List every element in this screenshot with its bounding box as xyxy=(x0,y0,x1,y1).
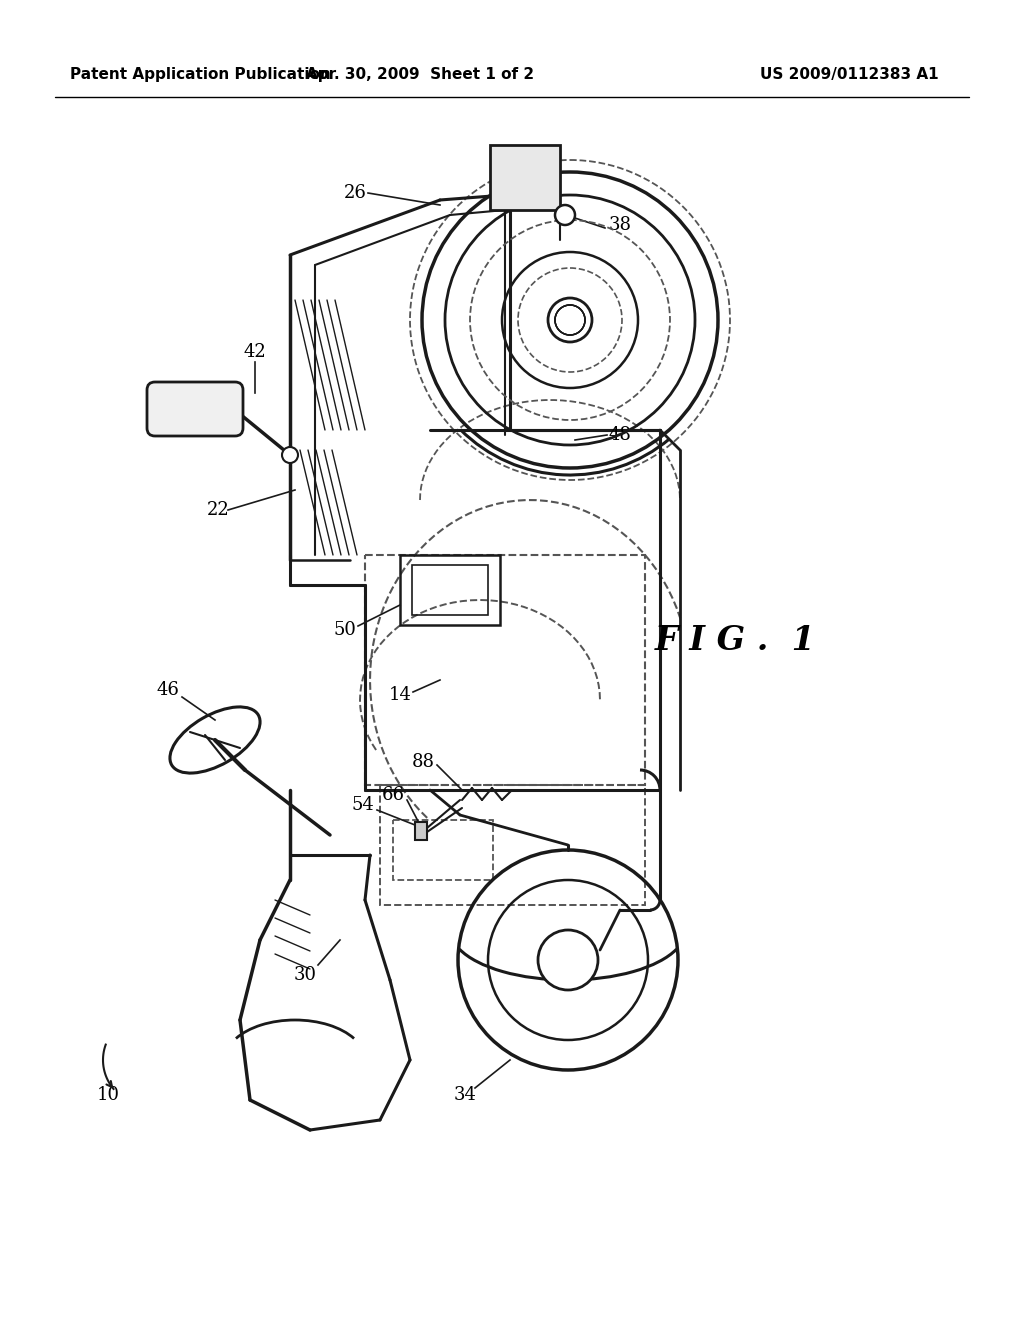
Text: 66: 66 xyxy=(382,785,404,804)
Text: 88: 88 xyxy=(412,752,434,771)
Text: F I G .  1: F I G . 1 xyxy=(654,623,815,656)
Text: 22: 22 xyxy=(207,502,229,519)
Circle shape xyxy=(282,447,298,463)
Text: Patent Application Publication: Patent Application Publication xyxy=(70,67,331,82)
FancyBboxPatch shape xyxy=(147,381,243,436)
Text: 48: 48 xyxy=(608,426,632,444)
Text: 26: 26 xyxy=(344,183,367,202)
Bar xyxy=(412,565,488,615)
Bar xyxy=(393,820,493,880)
Text: 14: 14 xyxy=(388,686,412,704)
Bar xyxy=(415,822,427,840)
Text: US 2009/0112383 A1: US 2009/0112383 A1 xyxy=(760,67,939,82)
Text: 54: 54 xyxy=(351,796,375,814)
Bar xyxy=(365,554,645,785)
Circle shape xyxy=(548,298,592,342)
Text: 30: 30 xyxy=(294,966,316,983)
Text: 42: 42 xyxy=(244,343,266,360)
Text: 46: 46 xyxy=(157,681,179,700)
Text: Apr. 30, 2009  Sheet 1 of 2: Apr. 30, 2009 Sheet 1 of 2 xyxy=(306,67,535,82)
Text: 10: 10 xyxy=(96,1086,120,1104)
Text: 34: 34 xyxy=(454,1086,476,1104)
Bar xyxy=(380,785,645,906)
Bar xyxy=(490,145,560,210)
Circle shape xyxy=(538,931,598,990)
Text: 50: 50 xyxy=(334,620,356,639)
Text: 38: 38 xyxy=(608,216,632,234)
Bar xyxy=(400,554,500,624)
Circle shape xyxy=(555,205,575,224)
